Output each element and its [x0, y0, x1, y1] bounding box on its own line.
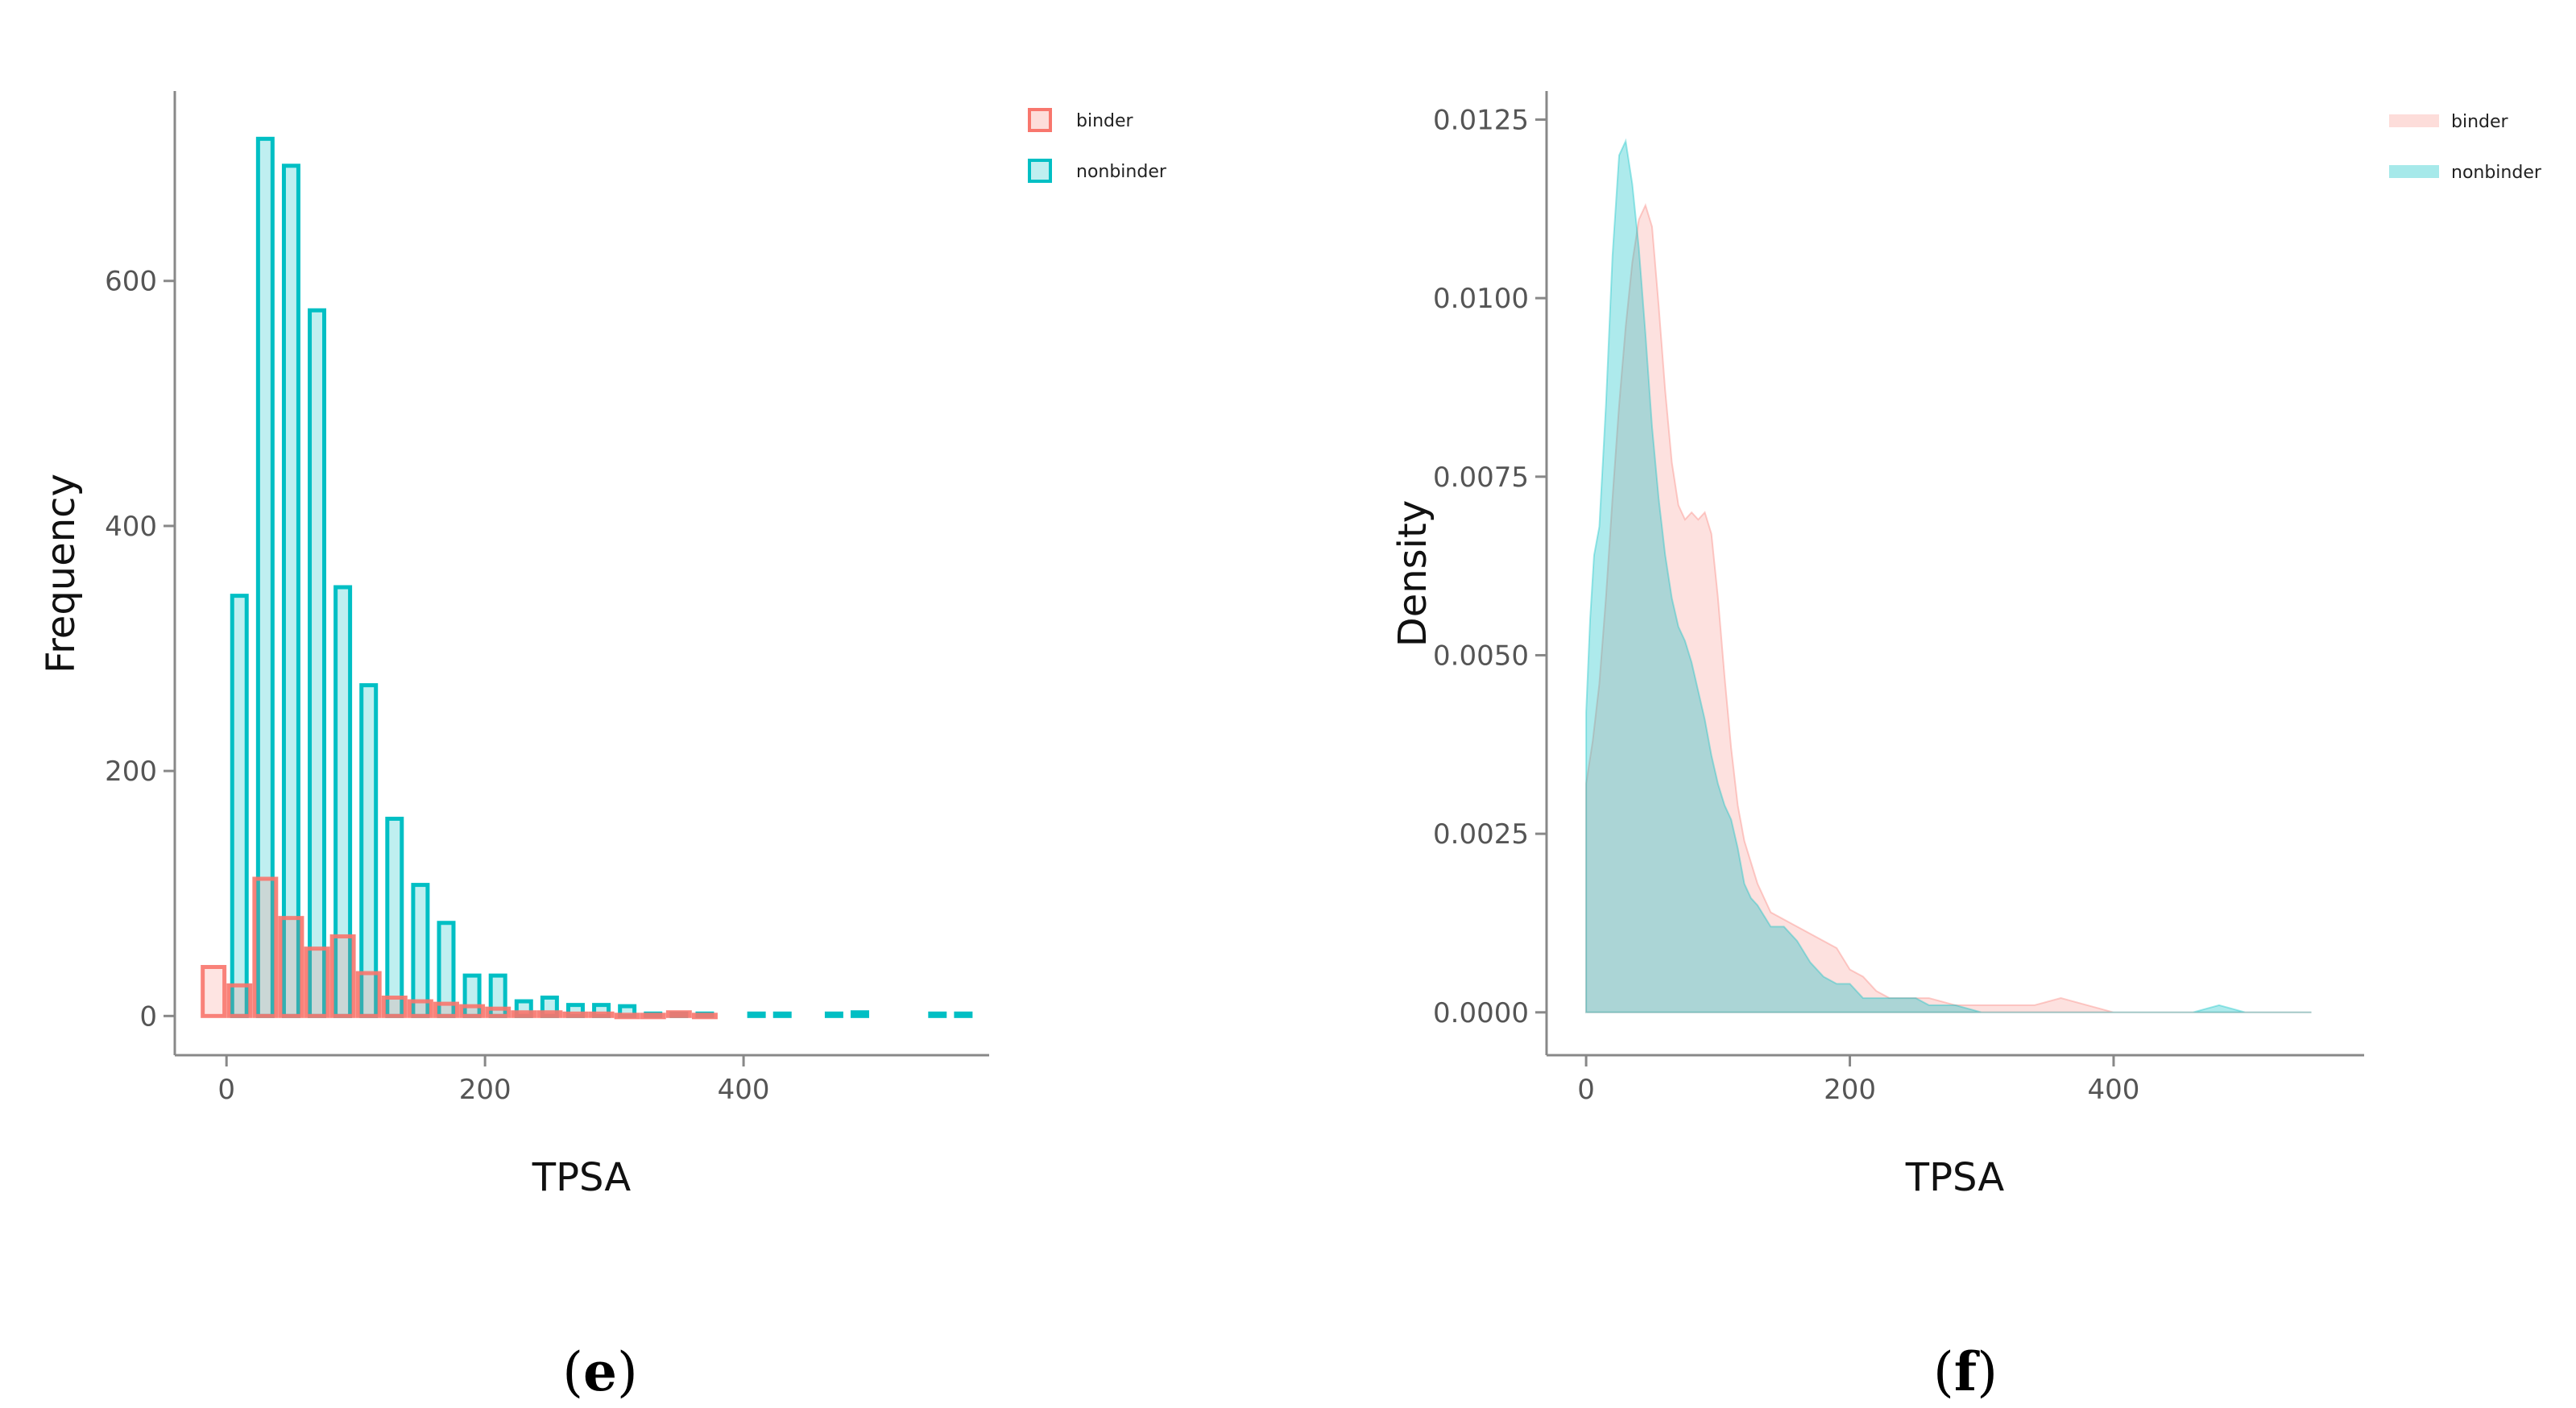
bar-nonbinder: [385, 816, 404, 1018]
x-tick-label: 200: [1824, 1074, 1876, 1106]
density-area-nonbinder: [1585, 138, 2312, 1013]
bar-nonbinder: [411, 883, 430, 1018]
y-tick-label: 0.0125: [1433, 104, 1529, 136]
density-areas: [1585, 138, 2312, 1013]
y-axis-title: Density: [1390, 500, 1435, 647]
bar-binder: [355, 971, 382, 1018]
bar-nonbinder: [928, 1011, 947, 1018]
bar-binder: [304, 946, 330, 1018]
legend-label-nonbinder: nonbinder: [1076, 162, 1167, 182]
bar-binder: [665, 1010, 692, 1018]
bar-binder: [459, 1004, 486, 1018]
bar-binder: [407, 999, 433, 1018]
density-area-binder: [1585, 203, 2312, 1013]
bar-nonbinder: [747, 1011, 766, 1018]
bar-binder: [226, 983, 253, 1018]
bar-binder: [562, 1011, 589, 1018]
density-panel: 0.0000 0.0025 0.0050 0.0075 0.0100 0.0125 0 20…: [1390, 91, 2542, 1403]
bar-nonbinder: [954, 1011, 973, 1018]
x-ticks: 0 200 400: [1577, 1055, 2139, 1106]
panel-label-f: (f): [1933, 1340, 1998, 1403]
bar-binder: [691, 1013, 718, 1020]
legend: binder nonbinder: [2389, 112, 2542, 183]
y-tick-label: 0.0050: [1433, 640, 1529, 672]
x-tick-label: 400: [2087, 1074, 2139, 1106]
bar-nonbinder: [230, 594, 249, 1018]
y-ticks: 0 200 400 600: [105, 266, 175, 1033]
bar-nonbinder: [359, 683, 379, 1018]
bar-binder: [252, 876, 279, 1018]
legend-key-nonbinder: [2389, 165, 2439, 178]
y-tick-label: 0.0075: [1433, 462, 1529, 494]
y-tick-label: 0: [139, 1000, 157, 1033]
bar-binder: [381, 996, 408, 1018]
legend-label-binder: binder: [1076, 111, 1134, 131]
x-ticks: 0 200 400: [217, 1055, 770, 1106]
legend-label-binder: binder: [2451, 112, 2509, 132]
y-tick-label: 0.0025: [1433, 818, 1529, 851]
bar-nonbinder: [772, 1011, 792, 1018]
y-tick-label: 0.0100: [1433, 283, 1529, 315]
legend-key-binder: [2389, 114, 2439, 127]
y-axis-title: Frequency: [39, 474, 84, 673]
bar-binder: [640, 1013, 666, 1020]
legend-key-binder: [1028, 108, 1052, 132]
y-tick-label: 200: [105, 756, 157, 788]
bar-nonbinder: [824, 1011, 843, 1018]
bar-binder: [485, 1006, 511, 1018]
x-axis-title: TPSA: [532, 1155, 632, 1200]
y-tick-label: 400: [105, 511, 157, 543]
legend-label-nonbinder: nonbinder: [2451, 163, 2542, 183]
x-tick-label: 0: [217, 1074, 235, 1106]
bar-nonbinder: [308, 308, 327, 1018]
bars: [201, 136, 973, 1020]
bar-binder: [536, 1010, 563, 1018]
bar-binder: [201, 964, 227, 1018]
bar-nonbinder: [851, 1010, 870, 1018]
bar-binder: [329, 934, 356, 1018]
bar-nonbinder: [281, 164, 300, 1018]
panel-label-e: (e): [562, 1340, 638, 1403]
y-ticks: 0.0000 0.0025 0.0050 0.0075 0.0100 0.0125: [1433, 104, 1547, 1029]
legend: binder nonbinder: [1028, 108, 1167, 183]
histogram-panel: 0 200 400 600 0 200 400 TPSA Frequency binder…: [39, 91, 1167, 1403]
bar-binder: [433, 1001, 459, 1018]
bar-binder: [278, 916, 304, 1018]
x-tick-label: 200: [459, 1074, 511, 1106]
x-tick-label: 0: [1577, 1074, 1595, 1106]
x-axis-title: TPSA: [1905, 1155, 2005, 1200]
bar-binder: [588, 1011, 615, 1018]
legend-key-nonbinder: [1028, 159, 1052, 183]
y-tick-label: 0.0000: [1433, 997, 1529, 1029]
y-tick-label: 600: [105, 266, 157, 298]
x-tick-label: 400: [718, 1074, 770, 1106]
bar-binder: [511, 1010, 537, 1018]
bar-binder: [614, 1013, 640, 1020]
